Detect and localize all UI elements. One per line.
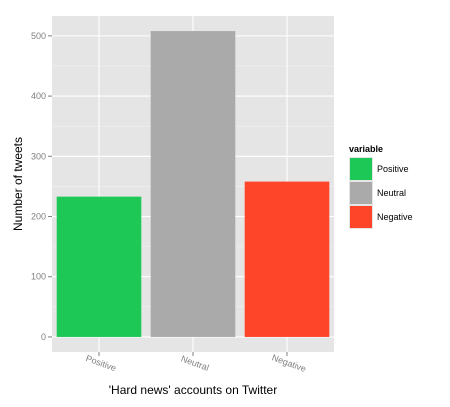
bar-neutral [150, 31, 236, 337]
bar-positive [56, 196, 142, 337]
y-tick-label: 300 [31, 151, 46, 161]
y-tick-label: 0 [41, 332, 46, 342]
bar-negative [244, 181, 330, 337]
x-tick-label: Neutral [180, 354, 211, 373]
bars [56, 31, 330, 337]
legend-label: Neutral [377, 188, 406, 198]
y-tick-label: 200 [31, 212, 46, 222]
legend-key-swatch [350, 158, 372, 180]
legend-label: Negative [377, 212, 413, 222]
legend-label: Positive [377, 164, 409, 174]
y-axis-title: Number of tweets [11, 137, 25, 231]
y-tick-label: 100 [31, 272, 46, 282]
y-tick-label: 400 [31, 91, 46, 101]
x-tick-label: Positive [85, 353, 118, 373]
x-tick-label: Negative [271, 352, 308, 374]
x-axis: Positive Neutral Negative [85, 352, 308, 374]
legend-title: variable [349, 144, 383, 154]
legend: variable Positive Neutral Negative [349, 144, 413, 229]
x-axis-title: 'Hard news' accounts on Twitter [109, 383, 277, 397]
legend-key-swatch [350, 206, 372, 228]
y-tick-label: 500 [31, 31, 46, 41]
legend-key-swatch [350, 182, 372, 204]
y-axis: 0 100 200 300 400 500 [31, 31, 52, 342]
